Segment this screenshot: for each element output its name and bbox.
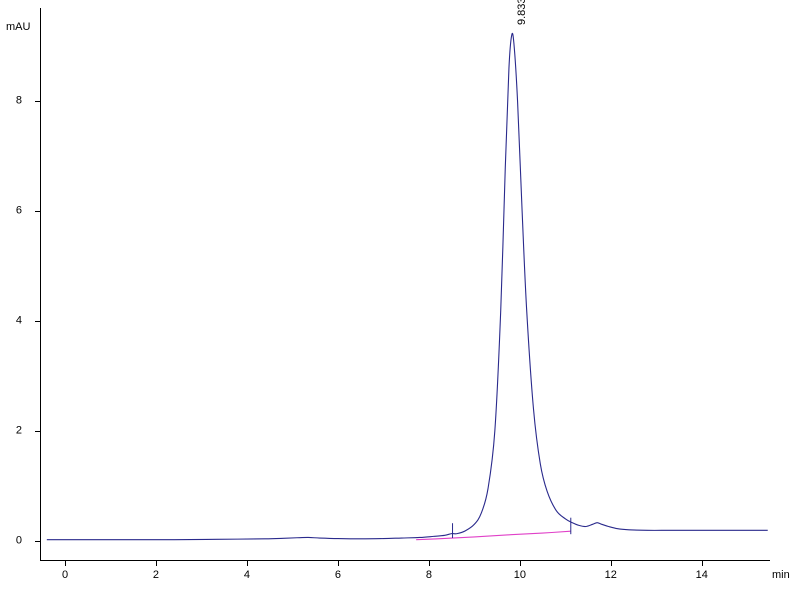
x-tick xyxy=(337,561,339,566)
x-tick-label: 0 xyxy=(61,569,69,581)
x-tick xyxy=(610,561,612,566)
x-axis-title: min xyxy=(772,569,790,581)
y-tick xyxy=(35,321,40,323)
x-axis-line xyxy=(40,560,770,561)
x-tick xyxy=(65,561,66,566)
y-axis-line xyxy=(40,8,41,560)
x-tick-label: 2 xyxy=(152,569,160,581)
y-tick-label: 6 xyxy=(15,204,22,217)
y-tick xyxy=(35,430,40,432)
x-tick-label: 14 xyxy=(695,569,708,581)
x-tick xyxy=(428,561,430,566)
x-tick-label: 10 xyxy=(513,569,526,581)
x-tick-label: 6 xyxy=(334,569,341,581)
y-tick xyxy=(35,540,40,542)
y-tick-label: 4 xyxy=(15,314,22,327)
y-tick-label: 0 xyxy=(15,534,22,547)
series-signal xyxy=(46,32,768,541)
y-tick xyxy=(35,101,40,103)
x-tick-label: 8 xyxy=(425,569,432,581)
x-tick-label: 4 xyxy=(243,569,250,581)
y-tick-label: 8 xyxy=(15,94,22,107)
y-axis-title: mAU xyxy=(6,21,31,33)
y-tick-label: 2 xyxy=(15,424,22,437)
x-tick xyxy=(246,561,248,566)
x-tick-label: 12 xyxy=(604,569,617,581)
series-baseline xyxy=(416,530,571,541)
x-tick xyxy=(701,561,703,566)
x-tick xyxy=(155,561,157,566)
peak-retention-time-label: 9.833 xyxy=(516,0,529,25)
x-tick xyxy=(519,561,521,566)
y-tick xyxy=(35,211,40,213)
